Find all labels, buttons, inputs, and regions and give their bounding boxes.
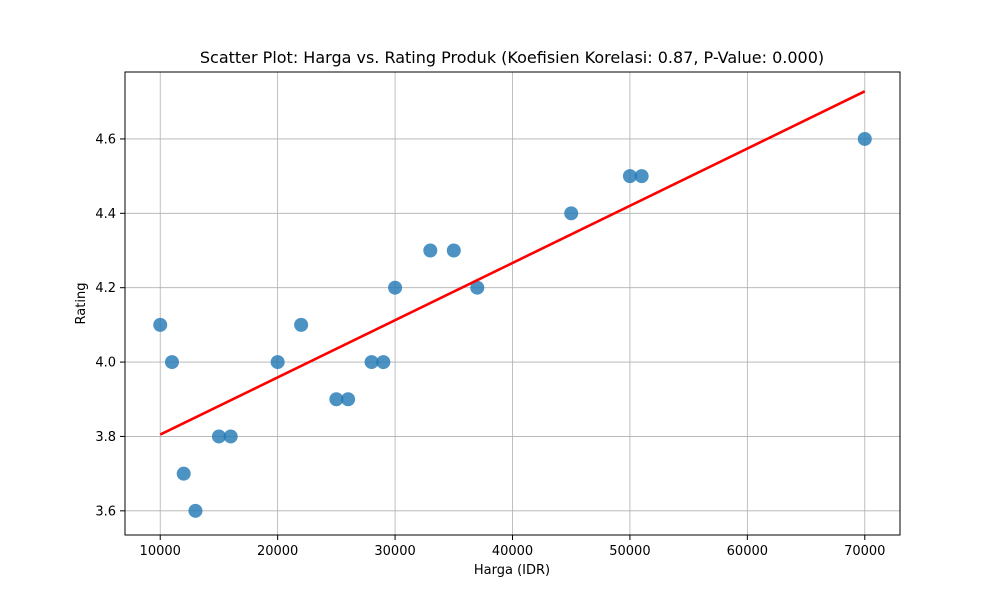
scatter-point	[364, 355, 379, 370]
scatter-point	[164, 355, 179, 370]
y-tick-label: 4.2	[95, 281, 116, 296]
x-axis-label: Harga (IDR)	[474, 563, 550, 578]
scatter-point	[329, 392, 344, 407]
scatter-point	[176, 466, 191, 481]
scatter-point	[857, 131, 872, 146]
x-tick-label: 70000	[844, 544, 885, 559]
scatter-point	[341, 392, 356, 407]
axis-ticks: 10000 20000 30000 40000 50000 60000 70000 3.6 3.…	[95, 132, 885, 559]
scatter-point	[634, 169, 649, 184]
y-tick-label: 4.6	[95, 132, 116, 147]
scatter-point	[423, 243, 438, 258]
x-tick-label: 60000	[727, 544, 768, 559]
scatter-point	[294, 317, 309, 332]
scatter-point	[470, 280, 485, 295]
y-tick-label: 4.4	[95, 207, 116, 222]
x-tick-label: 50000	[609, 544, 650, 559]
y-tick-label: 3.6	[95, 504, 116, 519]
regression-line	[159, 90, 866, 436]
y-tick-label: 3.8	[95, 430, 116, 445]
scatter-point	[188, 503, 203, 518]
x-tick-label: 40000	[492, 544, 533, 559]
x-tick-label: 10000	[140, 544, 181, 559]
scatter-point	[564, 206, 579, 221]
x-tick-label: 30000	[374, 544, 415, 559]
scatter-point	[153, 317, 168, 332]
chart-title: Scatter Plot: Harga vs. Rating Produk (K…	[200, 48, 824, 67]
y-tick-label: 4.0	[95, 356, 116, 371]
scatter-point	[376, 355, 391, 370]
x-tick-label: 20000	[257, 544, 298, 559]
scatter-point	[622, 169, 637, 184]
scatter-point	[446, 243, 461, 258]
grid-lines	[125, 72, 900, 535]
scatter-point	[270, 355, 285, 370]
chart-marks	[153, 90, 872, 518]
y-axis-label: Rating	[74, 283, 89, 325]
scatter-point	[223, 429, 238, 444]
scatter-point	[388, 280, 403, 295]
scatter-point	[211, 429, 226, 444]
